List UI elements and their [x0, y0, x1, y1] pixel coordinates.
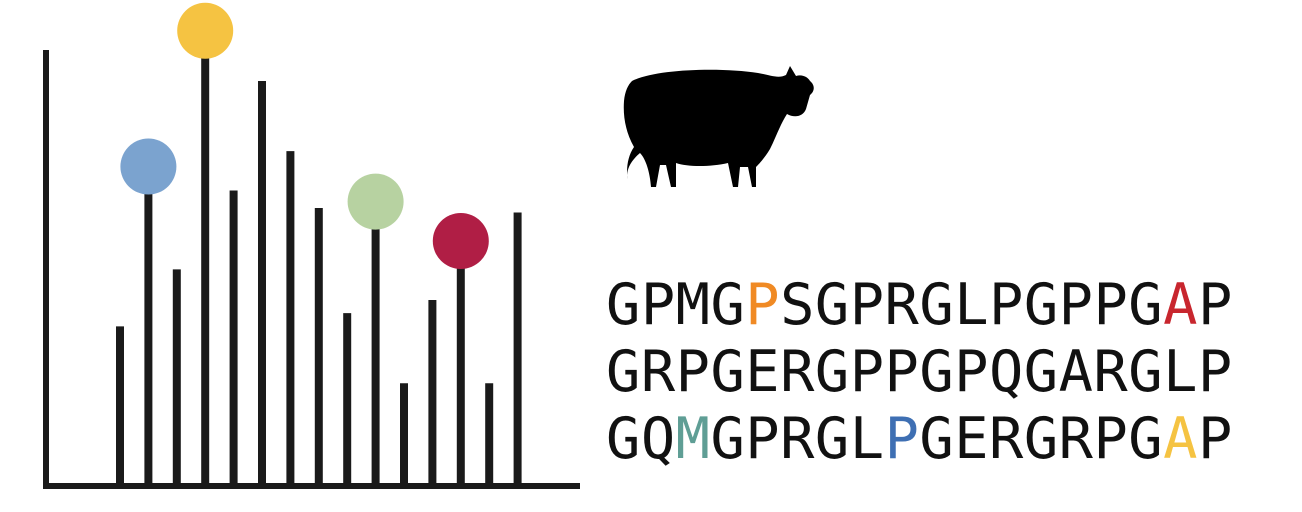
highlighted-residue: A [1163, 272, 1198, 338]
highlighted-residue: M [675, 406, 711, 472]
sequence-segment: GPRGL [710, 406, 885, 472]
sequence-segment: GRPGERGPPGPQGARGLP [606, 339, 1233, 405]
sequence-segment: SGPRGLPGPPG [780, 272, 1164, 338]
cow-silhouette [623, 66, 814, 187]
sequence-segment: GERGRPG [919, 406, 1164, 472]
sequence-segment: GPMG [606, 272, 746, 338]
highlighted-residue: P [745, 272, 781, 338]
highlighted-residue: A [1163, 406, 1198, 472]
sequence-segment: GQ [606, 406, 676, 472]
highlighted-residue: P [884, 406, 920, 472]
mass-spectrum-diagram [43, 2, 580, 489]
peak-marker [177, 2, 234, 59]
sequence-line: GQMGPRGLPGERGRPGAP [606, 406, 1296, 473]
peak-marker [347, 173, 404, 230]
sequence-line: GRPGERGPPGPQGARGLP [606, 339, 1296, 406]
sequence-segment: P [1197, 406, 1233, 472]
sequence-line: GPMGPSGPRGLPGPPGAP [606, 272, 1296, 339]
peak-marker [432, 213, 489, 269]
cow-icon [623, 66, 814, 187]
peak-marker [120, 138, 177, 195]
sequence-segment: P [1197, 272, 1233, 338]
peptide-sequence: GPMGPSGPRGLPGPPGAP GRPGERGPPGPQGARGLP GQMG… [606, 272, 1296, 473]
